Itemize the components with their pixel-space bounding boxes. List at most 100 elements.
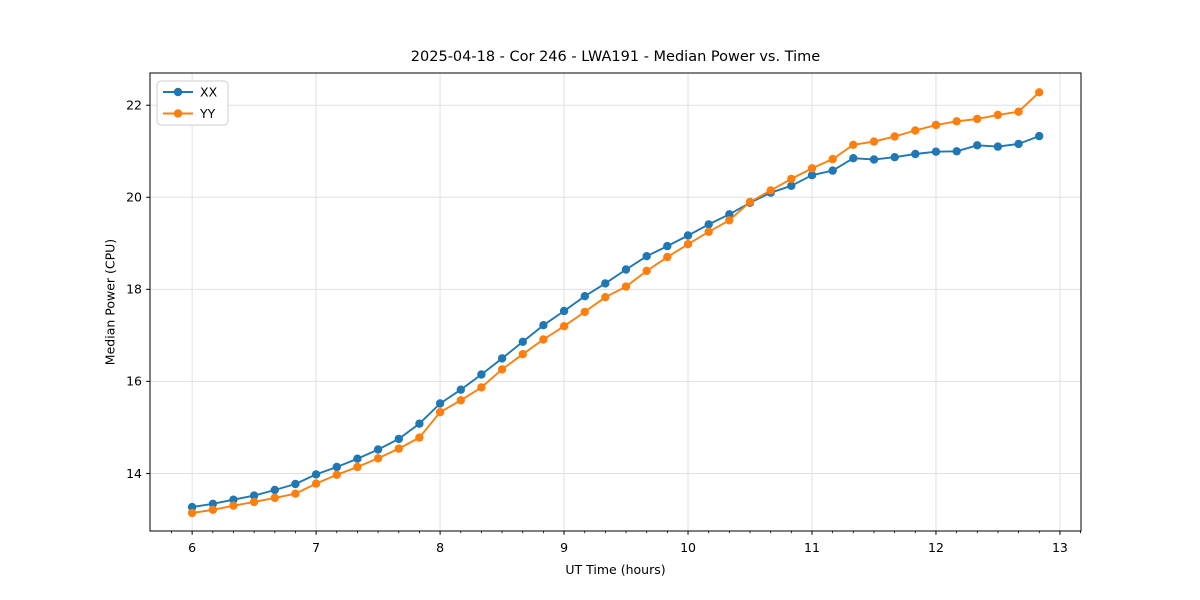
series-YY-point	[477, 383, 486, 392]
series-YY-point	[353, 462, 362, 472]
series-XX-point	[456, 385, 465, 394]
y-axis-label: Median Power (CPU)	[102, 238, 118, 366]
series-XX-point	[291, 479, 300, 489]
series-YY-point	[559, 322, 569, 331]
series-XX-point	[270, 485, 279, 495]
series-YY-point	[208, 505, 218, 514]
series-XX-point	[187, 502, 197, 512]
series-XX-point	[373, 445, 383, 454]
series-YY-point	[539, 335, 548, 344]
series-YY-point	[311, 479, 321, 488]
series-XX-point	[1014, 139, 1023, 149]
series-XX-point	[477, 370, 486, 379]
series-YY-point	[435, 408, 445, 417]
series-YY-point	[973, 114, 982, 124]
x-tick-label: 8	[436, 540, 444, 555]
x-tick-label: 9	[560, 540, 568, 555]
series-YY-point	[642, 266, 651, 276]
x-tick-label: 7	[312, 540, 320, 555]
legend-box	[156, 80, 229, 126]
series-XX-point	[869, 155, 879, 164]
series-YY-point	[1014, 107, 1023, 116]
series-YY-point	[270, 493, 279, 503]
y-tick-label: 20	[126, 190, 142, 205]
plot-spines	[149, 72, 1082, 532]
series-YY-point	[249, 497, 259, 507]
series-YY-point	[725, 216, 734, 225]
series-XX-point	[993, 142, 1003, 151]
series-YY-point	[890, 132, 899, 141]
series-XX-point	[601, 279, 610, 288]
series-YY-point	[187, 508, 197, 518]
series-YY-point	[704, 227, 713, 236]
series-XX-point	[229, 495, 238, 504]
series-XX-point	[497, 354, 507, 363]
series-XX-point	[1035, 131, 1044, 141]
series-YY-point	[828, 154, 837, 164]
series-XX-point	[704, 220, 713, 229]
series-YY-point	[394, 444, 403, 453]
series-XX-point	[725, 210, 734, 219]
series-YY-point	[332, 470, 341, 479]
series-YY-point	[415, 433, 424, 442]
legend-label: YY	[199, 106, 216, 121]
series-XX-point	[973, 141, 982, 150]
series-XX-point	[621, 265, 631, 274]
series-XX-point	[394, 434, 403, 444]
series-XX-point	[849, 154, 858, 163]
series-XX-point	[642, 252, 651, 261]
series-YY-point	[456, 396, 465, 405]
series-XX-point	[807, 171, 817, 180]
x-tick-label: 13	[1052, 540, 1068, 555]
series-YY-point	[911, 126, 920, 135]
y-tick-label: 16	[126, 374, 142, 389]
x-tick-label: 10	[680, 540, 696, 555]
series-XX-point	[580, 292, 589, 301]
series-XX-point	[683, 231, 693, 240]
x-tick-label: 12	[928, 540, 944, 555]
series-YY-point	[952, 117, 961, 126]
series-YY-point	[931, 120, 941, 130]
y-tick-label: 22	[126, 98, 142, 113]
series-XX-point	[518, 337, 527, 346]
x-tick-label: 11	[804, 540, 820, 555]
chart-title: 2025-04-18 - Cor 246 - LWA191 - Median P…	[410, 49, 821, 65]
series-YY-point	[518, 350, 527, 359]
series-YY-point	[291, 489, 300, 498]
series-YY-point	[229, 501, 238, 510]
series-XX-point	[931, 147, 941, 156]
y-tick-label: 18	[126, 282, 142, 297]
series-YY-point	[683, 240, 693, 249]
series-YY-point	[993, 110, 1003, 120]
series-YY-point	[745, 197, 755, 207]
series-YY-point	[787, 174, 796, 184]
series-XX-point	[332, 462, 341, 472]
series-YY-point	[621, 282, 631, 291]
series-YY-point	[807, 164, 817, 173]
series-YY-point	[373, 454, 383, 463]
series-YY-point	[869, 137, 879, 146]
series-YY-point	[766, 186, 775, 195]
series-XX-point	[208, 499, 218, 508]
series-XX-point	[663, 241, 672, 251]
y-tick-label: 14	[126, 466, 142, 481]
x-tick-label: 6	[188, 540, 196, 555]
series-XX-point	[249, 491, 259, 500]
series-XX-point	[559, 306, 569, 316]
series-XX-point	[787, 181, 796, 190]
series-XX-point	[539, 321, 548, 330]
series-XX-point	[890, 153, 899, 162]
series-XX-point	[415, 419, 424, 428]
series-XX-point	[828, 166, 837, 175]
series-XX-point	[952, 147, 961, 156]
series-XX-point	[353, 454, 362, 463]
x-axis-label: UT Time (hours)	[565, 562, 666, 577]
legend-sample-marker	[173, 87, 183, 97]
series-XX-point	[435, 399, 445, 408]
series-YY-point	[601, 293, 610, 302]
series-YY-point	[849, 140, 858, 149]
series-YY-point	[580, 307, 589, 317]
series-YY-point	[1035, 88, 1044, 97]
